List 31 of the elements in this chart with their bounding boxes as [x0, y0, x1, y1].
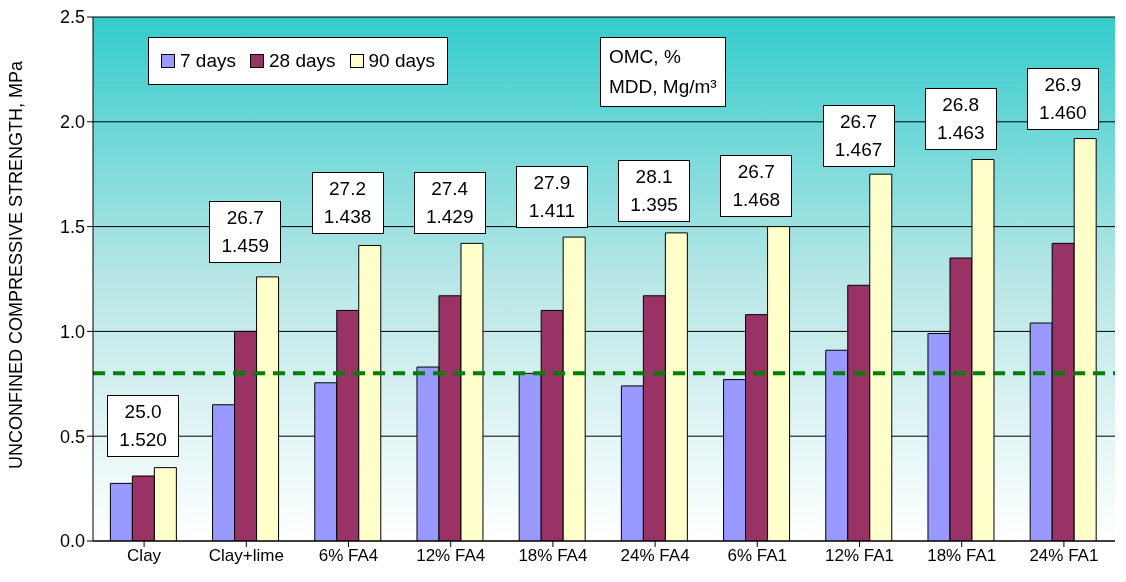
- legend-label: 28 days: [268, 50, 336, 72]
- legend-label: 7 days: [179, 50, 236, 72]
- annotation: OMC, % MDD, Mg/m³: [600, 37, 726, 107]
- annotation: 27.2 1.438: [311, 172, 384, 234]
- y-tick-label: 1.5: [59, 216, 85, 237]
- annotation: 26.9 1.460: [1026, 68, 1099, 130]
- x-tick-label: Clay: [127, 546, 162, 566]
- x-tick-label: 12% FA4: [416, 546, 486, 566]
- y-tick-label: 1.0: [59, 321, 85, 342]
- x-tick-label: 18% FA4: [518, 546, 588, 566]
- legend-label: 90 days: [367, 50, 436, 72]
- x-tick-label: 24% FA1: [1029, 546, 1099, 566]
- y-tick-label: 0.5: [59, 426, 85, 447]
- annotation: 28.1 1.395: [618, 160, 691, 222]
- annotation: 26.7 1.468: [720, 155, 793, 217]
- y-tick-label: 2.0: [59, 112, 85, 133]
- x-tick-label: 6% FA1: [727, 546, 788, 566]
- annotation: 26.8 1.463: [924, 88, 997, 150]
- annotation: 27.9 1.411: [515, 166, 588, 228]
- x-tick-label: Clay+lime: [208, 546, 284, 566]
- y-tick-label: 0.0: [59, 531, 85, 552]
- y-tick-label: 2.5: [59, 7, 85, 28]
- x-tick-label: 18% FA1: [927, 546, 997, 566]
- annotation: 26.7 1.459: [209, 201, 282, 263]
- x-tick-label: 6% FA4: [318, 546, 379, 566]
- annotation: 26.7 1.467: [822, 105, 895, 167]
- annotation: 27.4 1.429: [413, 172, 486, 234]
- x-tick-label: 24% FA4: [620, 546, 690, 566]
- annotation: 25.0 1.520: [107, 395, 180, 457]
- y-axis-title: UNCONFINED COMPRESSIVE STRENGTH, MPa: [6, 59, 27, 469]
- x-tick-label: 12% FA1: [825, 546, 894, 566]
